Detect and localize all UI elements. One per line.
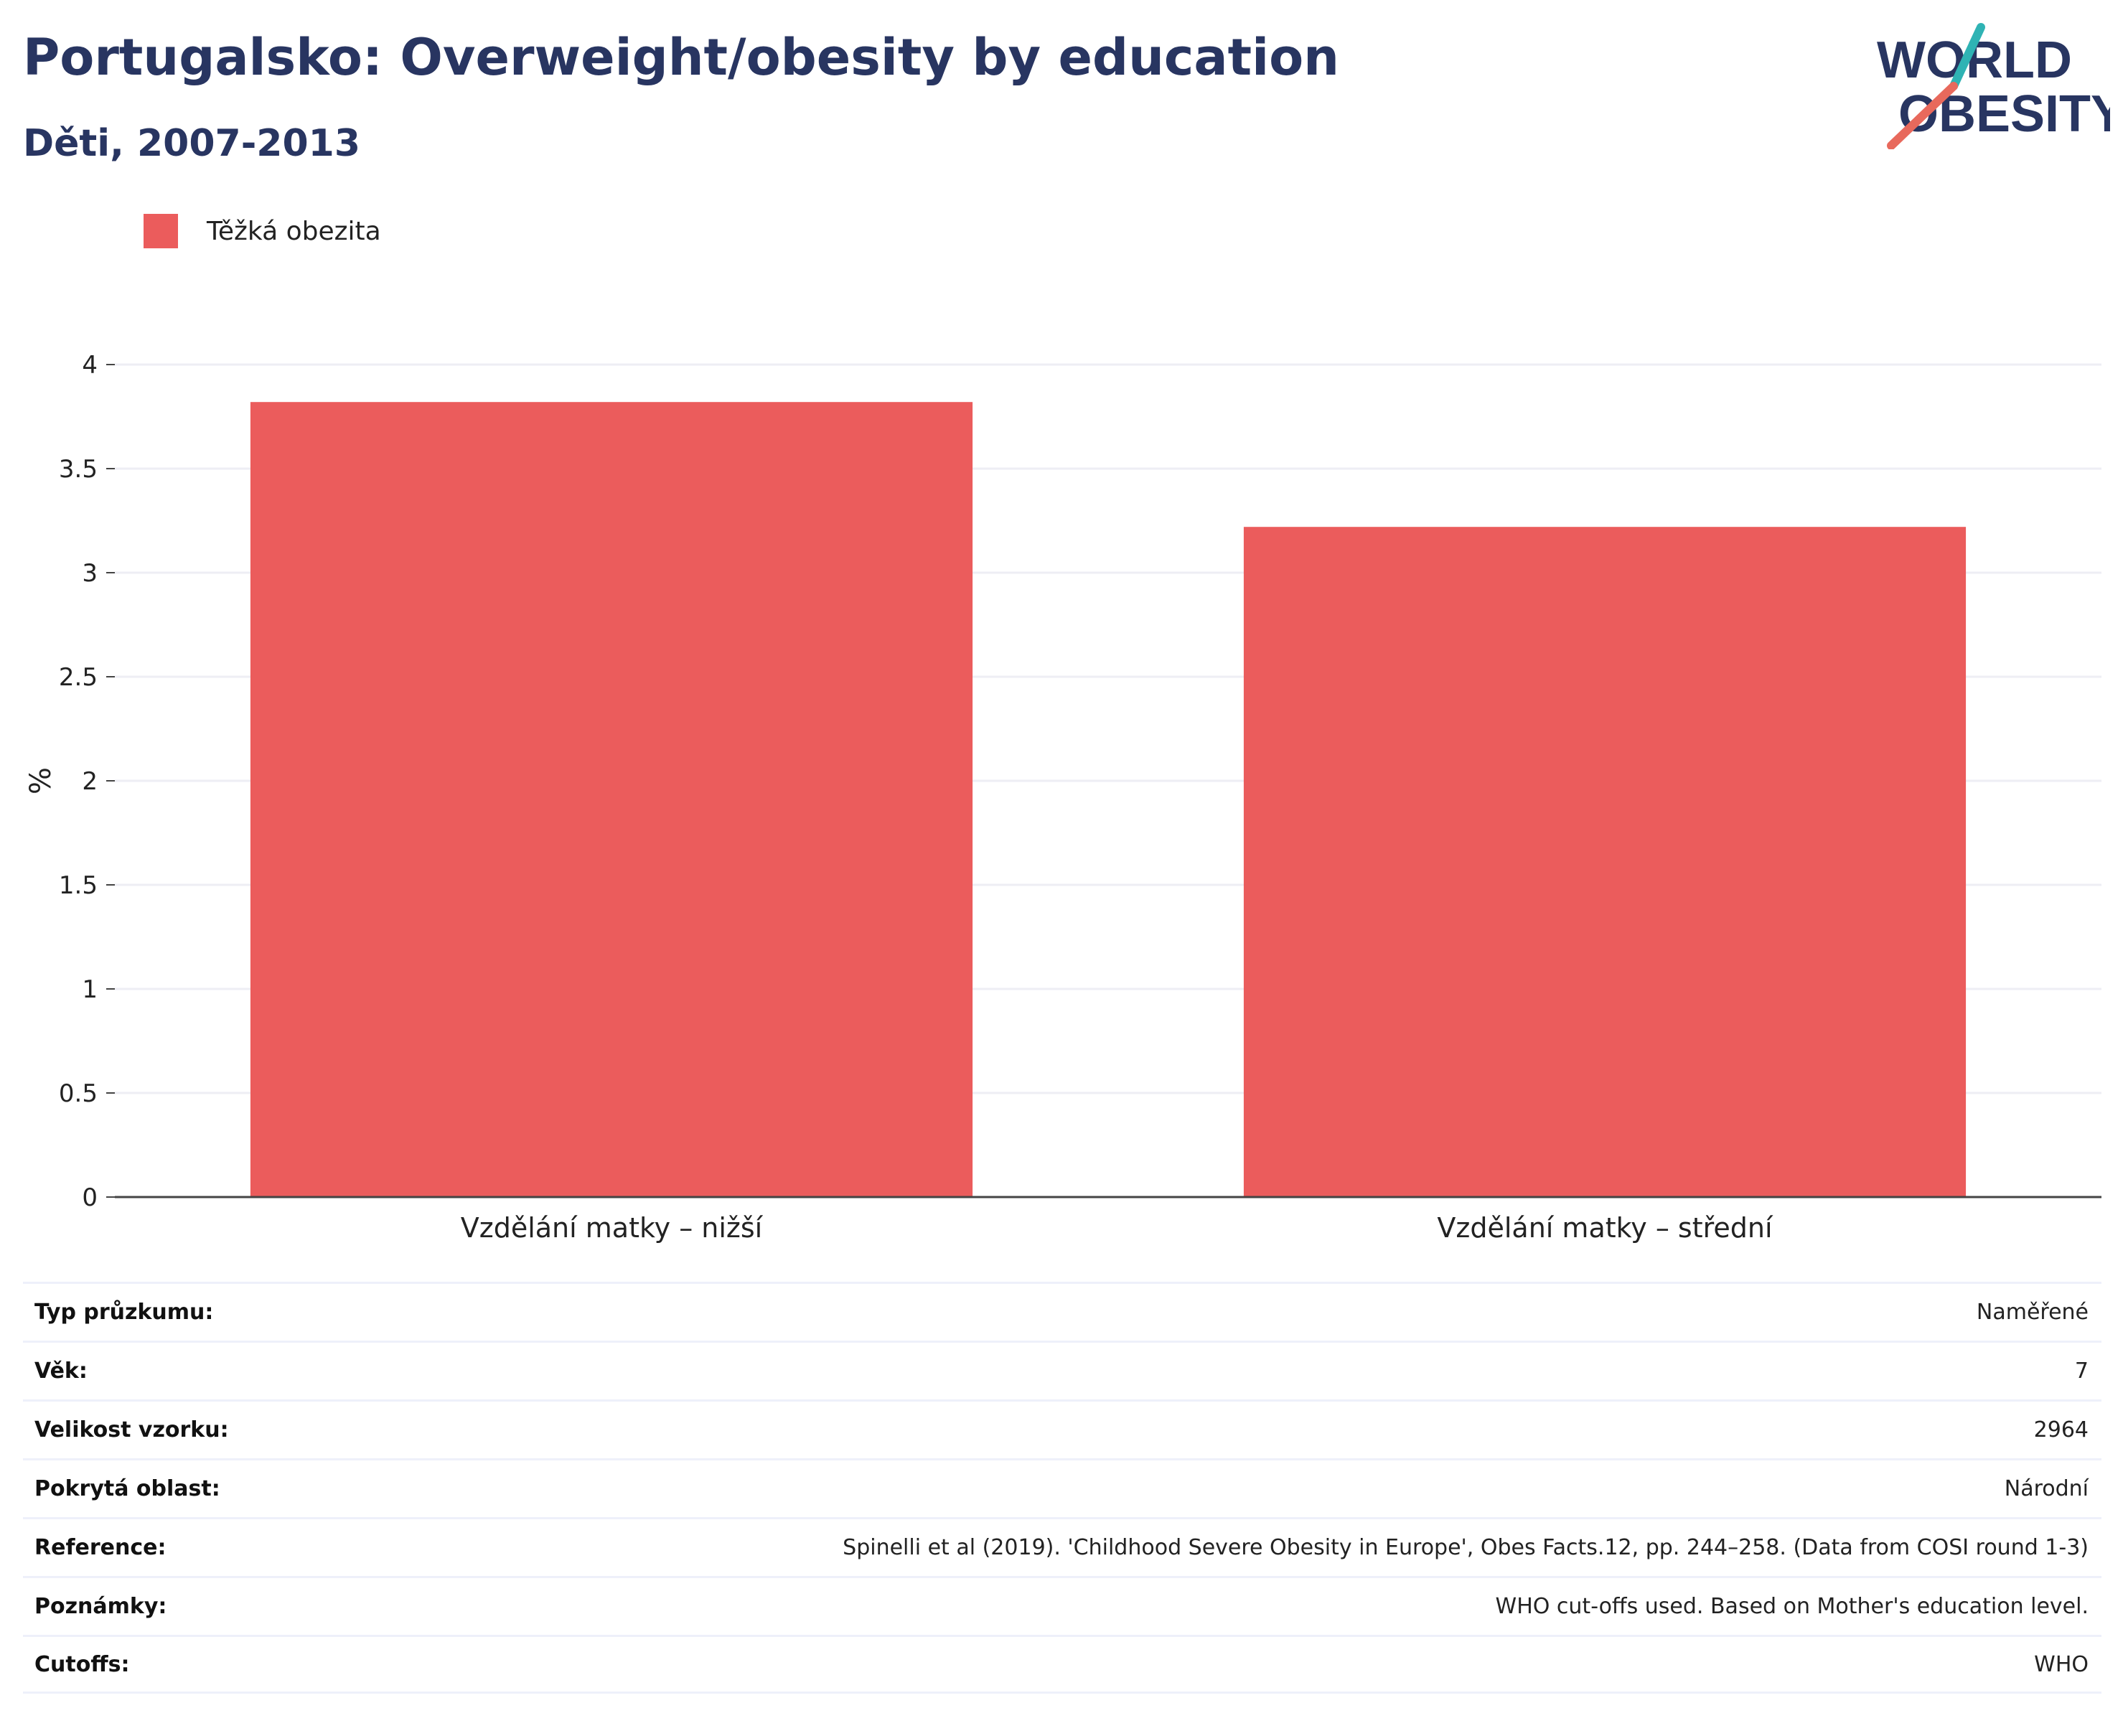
- legend-label: Těžká obezita: [207, 216, 381, 246]
- info-row: Velikost vzorku: 2964: [23, 1399, 2101, 1458]
- y-tick-label: 2.5: [59, 663, 98, 692]
- y-tick-label: 0.5: [59, 1079, 98, 1108]
- bar: [1243, 527, 1967, 1197]
- info-value: Naměřené: [1976, 1300, 2089, 1325]
- info-row: Věk: 7: [23, 1341, 2101, 1399]
- y-tick-label: 2: [82, 767, 98, 796]
- info-row: Pokrytá oblast: Národní: [23, 1458, 2101, 1517]
- bar: [250, 402, 973, 1198]
- y-tick-label: 3: [82, 559, 98, 588]
- info-label: Velikost vzorku:: [34, 1417, 229, 1442]
- logo-slash-teal: [1949, 23, 1985, 90]
- info-row: Typ průzkumu: Naměřené: [23, 1282, 2101, 1341]
- info-value: WHO cut-offs used. Based on Mother's edu…: [1495, 1594, 2089, 1619]
- logo-line-obesity: OBESITY: [1898, 85, 2110, 143]
- x-tick-label: Vzdělání matky – nižší: [461, 1212, 764, 1244]
- info-label: Věk:: [34, 1359, 88, 1384]
- info-value: Spinelli et al (2019). 'Childhood Severe…: [843, 1535, 2089, 1560]
- y-tick-label: 4: [82, 351, 98, 380]
- info-value: 2964: [2033, 1417, 2089, 1442]
- world-obesity-logo: WORLD OBESITY: [1877, 23, 2110, 149]
- info-label: Typ průzkumu:: [34, 1300, 214, 1325]
- info-table: Typ průzkumu: Naměřené Věk: 7 Velikost vzork…: [23, 1282, 2101, 1694]
- chart-legend: Těžká obezita: [144, 214, 381, 248]
- y-tick-label: 1.5: [59, 871, 98, 900]
- x-tick-label: Vzdělání matky – střední: [1437, 1212, 1773, 1244]
- logo-slash-coral: [1887, 82, 1958, 149]
- y-tick-label: 0: [82, 1183, 98, 1212]
- info-value: 7: [2074, 1359, 2089, 1384]
- info-row: Cutoffs: WHO: [23, 1635, 2101, 1694]
- legend-swatch: [144, 214, 178, 248]
- bar-chart: 0 0.5 1 1.5 2 2.5 3 3.5 4 Vzdělání matky – nižší V…: [24, 351, 2101, 1244]
- info-value: Národní: [2004, 1476, 2089, 1501]
- page-subtitle: Děti, 2007-2013: [23, 122, 361, 165]
- y-tick-label: 3.5: [59, 455, 98, 484]
- info-row: Poznámky: WHO cut-offs used. Based on Mot…: [23, 1576, 2101, 1635]
- info-row: Reference: Spinelli et al (2019). 'Childh…: [23, 1517, 2101, 1576]
- info-label: Cutoffs:: [34, 1651, 130, 1677]
- info-value: WHO: [2034, 1651, 2089, 1677]
- y-axis-label: %: [24, 767, 57, 794]
- info-label: Reference:: [34, 1535, 167, 1560]
- info-label: Pokrytá oblast:: [34, 1476, 220, 1501]
- info-label: Poznámky:: [34, 1594, 167, 1619]
- y-tick-label: 1: [82, 975, 98, 1004]
- page-title: Portugalsko: Overweight/obesity by educa…: [23, 28, 1340, 87]
